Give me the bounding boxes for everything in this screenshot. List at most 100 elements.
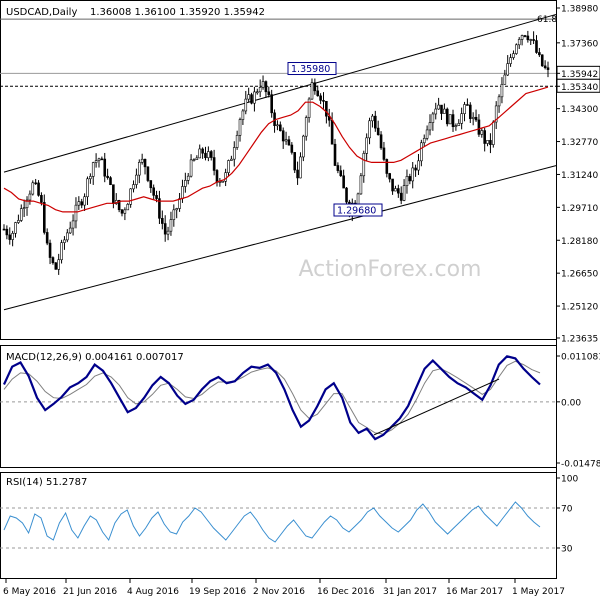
macd-title: MACD(12,26,9) 0.004161 0.007017 bbox=[6, 352, 184, 363]
x-tick-label: 16 Mar 2017 bbox=[446, 587, 503, 597]
x-tick-label: 21 Jun 2016 bbox=[63, 587, 117, 597]
candle-body bbox=[503, 74, 507, 85]
candle-body bbox=[538, 52, 541, 56]
candle-body bbox=[230, 158, 233, 161]
candle-body bbox=[540, 54, 544, 67]
candle-body bbox=[247, 94, 250, 100]
candle-body bbox=[422, 138, 426, 144]
x-tick-label: 1 May 2017 bbox=[512, 587, 565, 597]
macd-tick-label: -0.014785 bbox=[561, 460, 600, 470]
candle-body bbox=[186, 175, 190, 181]
candle-body bbox=[143, 158, 147, 168]
candle-body bbox=[336, 165, 340, 171]
candle-body bbox=[345, 187, 348, 203]
candle-body bbox=[19, 208, 23, 221]
candle-body bbox=[221, 180, 225, 183]
candle-body bbox=[342, 175, 345, 189]
candle-body bbox=[477, 119, 481, 135]
candle-body bbox=[376, 127, 380, 136]
candle-body bbox=[129, 188, 132, 205]
current-price-label: 1.35942 bbox=[561, 70, 598, 80]
candle-body bbox=[238, 119, 242, 136]
channel-lower-line bbox=[3, 165, 557, 311]
macd-tick-label: 0.00 bbox=[561, 398, 581, 408]
candle-body bbox=[425, 129, 429, 139]
candle-body bbox=[172, 209, 176, 220]
candle-body bbox=[471, 116, 475, 119]
candle-body bbox=[22, 207, 26, 209]
candle-body bbox=[37, 182, 40, 196]
price-tick-label: 1.31240 bbox=[561, 171, 598, 181]
candle-body bbox=[489, 140, 492, 145]
candle-body bbox=[244, 98, 248, 112]
candle-body bbox=[184, 180, 187, 187]
candle-body bbox=[83, 196, 86, 206]
candle-body bbox=[132, 184, 135, 190]
candle-body bbox=[529, 39, 533, 41]
swing-label: 1.35980 bbox=[291, 64, 330, 75]
candle-body bbox=[388, 173, 391, 180]
x-tick-label: 6 May 2016 bbox=[3, 587, 56, 597]
candle-body bbox=[60, 242, 63, 261]
swing-label-box bbox=[287, 62, 337, 76]
candle-body bbox=[123, 209, 127, 214]
candle-body bbox=[414, 167, 417, 171]
candle-body bbox=[267, 91, 271, 95]
candle-body bbox=[97, 158, 101, 161]
candle-body bbox=[333, 143, 337, 166]
price-tick-label: 1.29710 bbox=[561, 204, 598, 214]
candle-body bbox=[152, 187, 155, 196]
candle-body bbox=[382, 147, 386, 160]
candle-body bbox=[512, 53, 515, 58]
candle-body bbox=[45, 232, 49, 244]
candle-body bbox=[445, 108, 449, 125]
candle-body bbox=[28, 193, 32, 201]
moving-average-line bbox=[3, 86, 549, 213]
candle-body bbox=[310, 82, 314, 100]
candle-body bbox=[250, 94, 253, 104]
candle-body bbox=[209, 151, 213, 158]
candle-body bbox=[486, 140, 489, 144]
macd-main-line bbox=[3, 355, 541, 441]
price-title: USDCAD,Daily bbox=[6, 7, 77, 18]
candle-body bbox=[192, 159, 196, 161]
candle-body bbox=[287, 139, 291, 146]
candle-body bbox=[195, 157, 199, 160]
candle-body bbox=[497, 96, 501, 107]
candle-body bbox=[25, 199, 29, 208]
candle-body bbox=[362, 153, 366, 177]
candle-body bbox=[437, 104, 440, 110]
candle-body bbox=[140, 158, 144, 163]
rsi-line bbox=[3, 501, 541, 543]
candle-body bbox=[408, 176, 412, 182]
candle-body bbox=[546, 67, 550, 70]
price-tick-label: 1.25120 bbox=[561, 303, 598, 313]
candle-body bbox=[74, 204, 78, 222]
candle-body bbox=[379, 134, 383, 149]
level-price-label: 1.35340 bbox=[561, 83, 598, 93]
macd-trendline bbox=[373, 378, 500, 436]
candle-body bbox=[232, 147, 236, 160]
candle-body bbox=[391, 178, 394, 192]
candle-body bbox=[80, 201, 84, 206]
candle-body bbox=[365, 137, 368, 154]
candle-body bbox=[494, 105, 498, 123]
rsi-tick-label: 100 bbox=[561, 475, 578, 485]
candle-body bbox=[394, 188, 397, 192]
candle-body bbox=[89, 176, 92, 180]
candle-body bbox=[106, 175, 109, 178]
rsi-tick-label: 70 bbox=[561, 505, 573, 515]
macd-signal-line bbox=[3, 360, 541, 435]
candle-body bbox=[466, 104, 469, 106]
candle-body bbox=[281, 130, 285, 142]
candle-body bbox=[77, 201, 81, 206]
candle-body bbox=[175, 208, 178, 211]
candle-body bbox=[302, 135, 305, 158]
candle-body bbox=[319, 95, 322, 101]
fib-label: 61.8 bbox=[537, 15, 557, 25]
candle-body bbox=[526, 35, 530, 41]
price-tick-label: 1.23635 bbox=[561, 335, 598, 345]
candle-body bbox=[304, 117, 308, 137]
candle-body bbox=[91, 162, 95, 177]
candle-body bbox=[120, 209, 124, 214]
